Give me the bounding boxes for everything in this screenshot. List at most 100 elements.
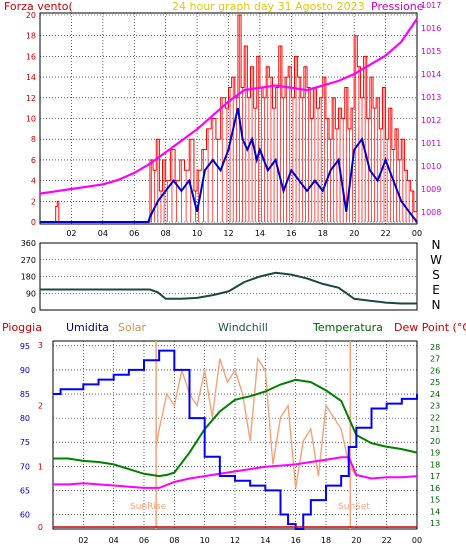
top-x-tick-label: 02	[66, 229, 76, 238]
pressure-tick-label: 1012	[421, 116, 441, 125]
bottom-x-tick-label: 00	[412, 536, 422, 545]
bottom-x-tick-label: 20	[351, 536, 361, 545]
humidity-tick-label: 65	[20, 486, 30, 495]
bottom-x-tick-label: 14	[260, 536, 270, 545]
top-x-tick-label: 18	[318, 229, 328, 238]
top-axis: 0246810121416182010081009101010111012101…	[26, 1, 442, 238]
wind-tick-label: 6	[31, 156, 36, 165]
temperature-tick-label: 16	[430, 484, 440, 493]
wind-tick-label: 18	[26, 32, 36, 41]
pressure-tick-label: 1008	[421, 208, 441, 217]
temperature-tick-label: 22	[430, 413, 440, 422]
temperature-line	[53, 378, 418, 478]
dewpoint-line	[53, 456, 418, 489]
temperature-label: Temperatura	[312, 321, 383, 334]
rain-tick-label: 1	[38, 462, 43, 471]
bottom-x-tick-label: 18	[321, 536, 331, 545]
top-series	[39, 14, 418, 223]
wind-tick-label: 4	[31, 177, 36, 186]
sunrise-label: SunRise	[130, 502, 167, 512]
pressure-tick-label: 1011	[421, 139, 441, 148]
humidity-tick-label: 70	[20, 462, 30, 471]
wind-tick-label: 2	[31, 197, 36, 206]
bottom-x-tick-label: 16	[291, 536, 301, 545]
rain-tick-label: 2	[38, 402, 43, 411]
direction-line	[40, 271, 417, 305]
humidity-tick-label: 80	[20, 414, 30, 423]
direction-tick-label: 0	[31, 306, 36, 315]
temperature-tick-label: 26	[430, 366, 440, 375]
wind-tick-label: 8	[31, 135, 36, 144]
top-x-tick-label: 08	[161, 229, 171, 238]
direction-series	[40, 271, 417, 305]
top-x-tick-label: 04	[98, 229, 108, 238]
temperature-tick-label: 21	[430, 425, 440, 434]
windchill-label: Windchill	[218, 321, 268, 334]
bottom-x-tick-label: 22	[382, 536, 392, 545]
top-x-tick-label: 22	[380, 229, 390, 238]
pressure-line	[39, 18, 418, 195]
compass-label: E	[432, 283, 440, 297]
temperature-tick-label: 27	[430, 355, 440, 364]
temperature-tick-label: 17	[430, 472, 440, 481]
humidity-tick-label: 95	[20, 342, 30, 351]
wind-tick-label: 10	[26, 115, 36, 124]
rain-label: Pioggia	[2, 321, 42, 334]
solar-label: Solar	[118, 321, 147, 334]
wind-tick-label: 16	[26, 52, 36, 61]
bottom-series	[53, 341, 418, 530]
pressure-tick-label: 1010	[421, 162, 441, 171]
temperature-tick-label: 13	[430, 519, 440, 528]
pressure-tick-label: 1009	[421, 185, 441, 194]
temperature-tick-label: 24	[430, 390, 440, 399]
temperature-tick-label: 25	[430, 378, 440, 387]
compass-label: N	[432, 238, 441, 252]
direction-tick-label: 90	[26, 289, 36, 298]
bottom-axis: 6065707580859095012313141516171819202122…	[20, 341, 440, 545]
temperature-tick-label: 19	[430, 449, 440, 458]
rain-tick-label: 0	[38, 523, 43, 532]
bottom-x-tick-label: 02	[78, 536, 88, 545]
temperature-tick-label: 20	[430, 437, 440, 446]
chart-title: 24 hour graph day 31 Agosto 2023	[172, 0, 365, 13]
temperature-tick-label: 15	[430, 496, 440, 505]
wind-tick-label: 0	[31, 218, 36, 227]
pressure-tick-label: 1015	[421, 47, 441, 56]
humidity-tick-label: 60	[20, 511, 30, 520]
bottom-x-tick-label: 12	[230, 536, 240, 545]
pressure-tick-label: 1013	[421, 93, 441, 102]
compass-label: S	[432, 268, 440, 282]
pressure-tick-label: 1014	[421, 70, 441, 79]
top-x-tick-label: 12	[223, 229, 233, 238]
temperature-tick-label: 28	[430, 343, 440, 352]
wind-tick-label: 14	[26, 73, 36, 82]
rain-tick-label: 3	[38, 341, 43, 350]
direction-tick-label: 360	[21, 239, 36, 248]
humidity-tick-label: 90	[20, 366, 30, 375]
temperature-tick-label: 23	[430, 402, 440, 411]
humidity-tick-label: 85	[20, 390, 30, 399]
top-x-tick-label: 10	[192, 229, 202, 238]
top-x-tick-label: 00	[412, 229, 422, 238]
pressure-tick-label: 1017	[421, 1, 441, 10]
top-x-tick-label: 06	[129, 229, 139, 238]
bottom-x-tick-label: 08	[169, 536, 179, 545]
sunset-label: SunSet	[338, 502, 370, 512]
wind-tick-label: 20	[26, 11, 36, 20]
wind-avg-line	[40, 107, 418, 223]
temperature-tick-label: 14	[430, 507, 440, 516]
humidity-label: Umidita	[66, 321, 109, 334]
direction-tick-label: 270	[21, 256, 36, 265]
direction-tick-label: 180	[21, 273, 36, 282]
bottom-x-tick-label: 10	[200, 536, 210, 545]
wind-label: Forza vento(	[4, 0, 73, 13]
dewpoint-label: Dew Point (°C)	[394, 321, 466, 334]
compass-label: N	[432, 298, 441, 312]
pressure-label: Pressione	[371, 0, 424, 13]
bottom-x-tick-label: 04	[109, 536, 119, 545]
top-x-tick-label: 16	[286, 229, 296, 238]
top-x-tick-label: 14	[255, 229, 265, 238]
